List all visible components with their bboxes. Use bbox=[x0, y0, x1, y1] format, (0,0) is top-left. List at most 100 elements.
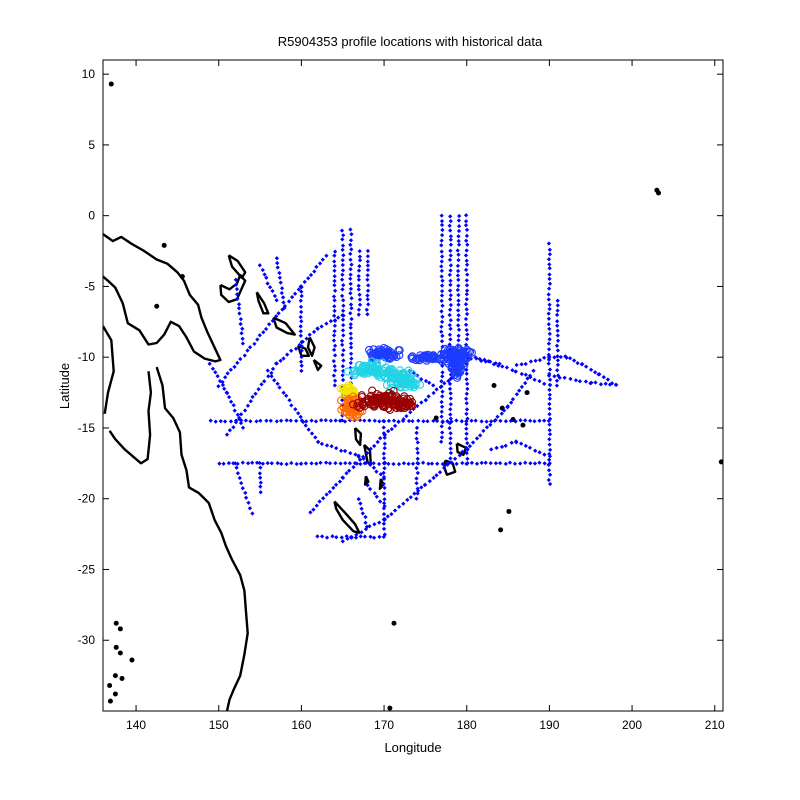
y-tick-label: -30 bbox=[78, 633, 96, 647]
profile-point bbox=[349, 400, 358, 409]
profile-point bbox=[367, 357, 376, 366]
historical-point bbox=[277, 275, 283, 280]
x-tick-label: 170 bbox=[374, 718, 394, 732]
historical-point bbox=[439, 339, 445, 344]
historical-point bbox=[377, 534, 382, 540]
historical-point bbox=[359, 506, 364, 511]
historical-point bbox=[347, 461, 353, 466]
historical-point bbox=[415, 450, 420, 456]
historical-point bbox=[341, 322, 346, 328]
historical-point bbox=[258, 475, 263, 480]
historical-point bbox=[389, 426, 394, 432]
historical-point bbox=[456, 338, 461, 343]
historical-point bbox=[547, 252, 553, 257]
historical-point bbox=[533, 448, 538, 453]
historical-point bbox=[275, 381, 280, 386]
historical-point bbox=[537, 418, 542, 423]
historical-point bbox=[361, 454, 366, 460]
coastline bbox=[155, 366, 249, 711]
historical-point bbox=[547, 387, 552, 393]
historical-point bbox=[439, 435, 445, 440]
historical-point bbox=[356, 283, 361, 288]
historical-point bbox=[362, 534, 368, 539]
historical-point bbox=[439, 298, 444, 304]
historical-point bbox=[414, 481, 419, 486]
historical-point bbox=[547, 302, 552, 307]
historical-point bbox=[231, 425, 236, 430]
historical-point bbox=[465, 460, 470, 466]
historical-point bbox=[298, 333, 303, 338]
historical-point bbox=[448, 396, 453, 401]
historical-point bbox=[386, 428, 391, 434]
historical-point bbox=[547, 432, 553, 437]
historical-point bbox=[439, 254, 445, 259]
historical-point bbox=[329, 444, 334, 449]
historical-point bbox=[440, 420, 445, 425]
historical-point bbox=[348, 336, 354, 341]
historical-point bbox=[255, 337, 260, 342]
historical-point bbox=[555, 319, 560, 324]
historical-point bbox=[577, 379, 583, 384]
historical-point bbox=[332, 263, 337, 269]
historical-point bbox=[340, 364, 346, 369]
historical-point bbox=[440, 430, 445, 435]
historical-point bbox=[464, 431, 469, 436]
historical-point bbox=[324, 492, 329, 497]
historical-point bbox=[357, 297, 363, 302]
historical-point bbox=[510, 397, 516, 402]
historical-point bbox=[419, 377, 424, 382]
historical-point bbox=[489, 447, 494, 452]
profile-point bbox=[358, 363, 367, 373]
historical-point bbox=[568, 376, 573, 382]
historical-point bbox=[439, 232, 445, 238]
historical-point bbox=[440, 461, 445, 467]
historical-point bbox=[542, 452, 547, 457]
historical-point bbox=[292, 291, 298, 296]
historical-point bbox=[243, 495, 249, 500]
historical-point bbox=[341, 233, 346, 238]
historical-point bbox=[405, 497, 410, 503]
coastline-point bbox=[112, 673, 118, 679]
historical-point bbox=[279, 286, 285, 291]
historical-point bbox=[555, 333, 560, 338]
historical-point bbox=[357, 417, 363, 423]
historical-point bbox=[281, 356, 286, 361]
historical-point bbox=[367, 418, 372, 423]
profile-point bbox=[340, 408, 349, 417]
profile-point bbox=[425, 353, 434, 362]
historical-point bbox=[408, 410, 413, 415]
historical-point bbox=[416, 418, 421, 423]
historical-point bbox=[456, 298, 461, 303]
historical-point bbox=[440, 374, 445, 379]
historical-point bbox=[381, 451, 386, 456]
historical-point bbox=[414, 425, 420, 431]
profile-point bbox=[451, 363, 460, 372]
coastline-point bbox=[656, 190, 662, 196]
x-tick-label: 160 bbox=[291, 718, 311, 732]
historical-point bbox=[484, 419, 489, 424]
historical-point bbox=[499, 411, 504, 416]
historical-point bbox=[434, 418, 440, 424]
historical-point bbox=[231, 403, 236, 408]
historical-point bbox=[415, 470, 420, 476]
historical-point bbox=[546, 341, 552, 346]
historical-point bbox=[262, 272, 267, 277]
historical-point bbox=[448, 214, 453, 219]
historical-point bbox=[503, 461, 508, 467]
historical-point bbox=[448, 407, 453, 412]
historical-point bbox=[289, 460, 294, 466]
historical-point bbox=[473, 418, 478, 423]
historical-point bbox=[365, 288, 371, 293]
historical-point bbox=[415, 460, 420, 466]
historical-point bbox=[528, 374, 533, 380]
x-tick-label: 200 bbox=[622, 718, 642, 732]
historical-point bbox=[546, 241, 552, 246]
historical-point bbox=[262, 379, 267, 384]
historical-point bbox=[297, 342, 302, 348]
historical-point bbox=[391, 418, 397, 423]
historical-point bbox=[254, 419, 259, 424]
historical-point bbox=[401, 501, 406, 506]
historical-point bbox=[284, 393, 289, 398]
historical-point bbox=[221, 461, 226, 466]
historical-point bbox=[340, 268, 346, 273]
